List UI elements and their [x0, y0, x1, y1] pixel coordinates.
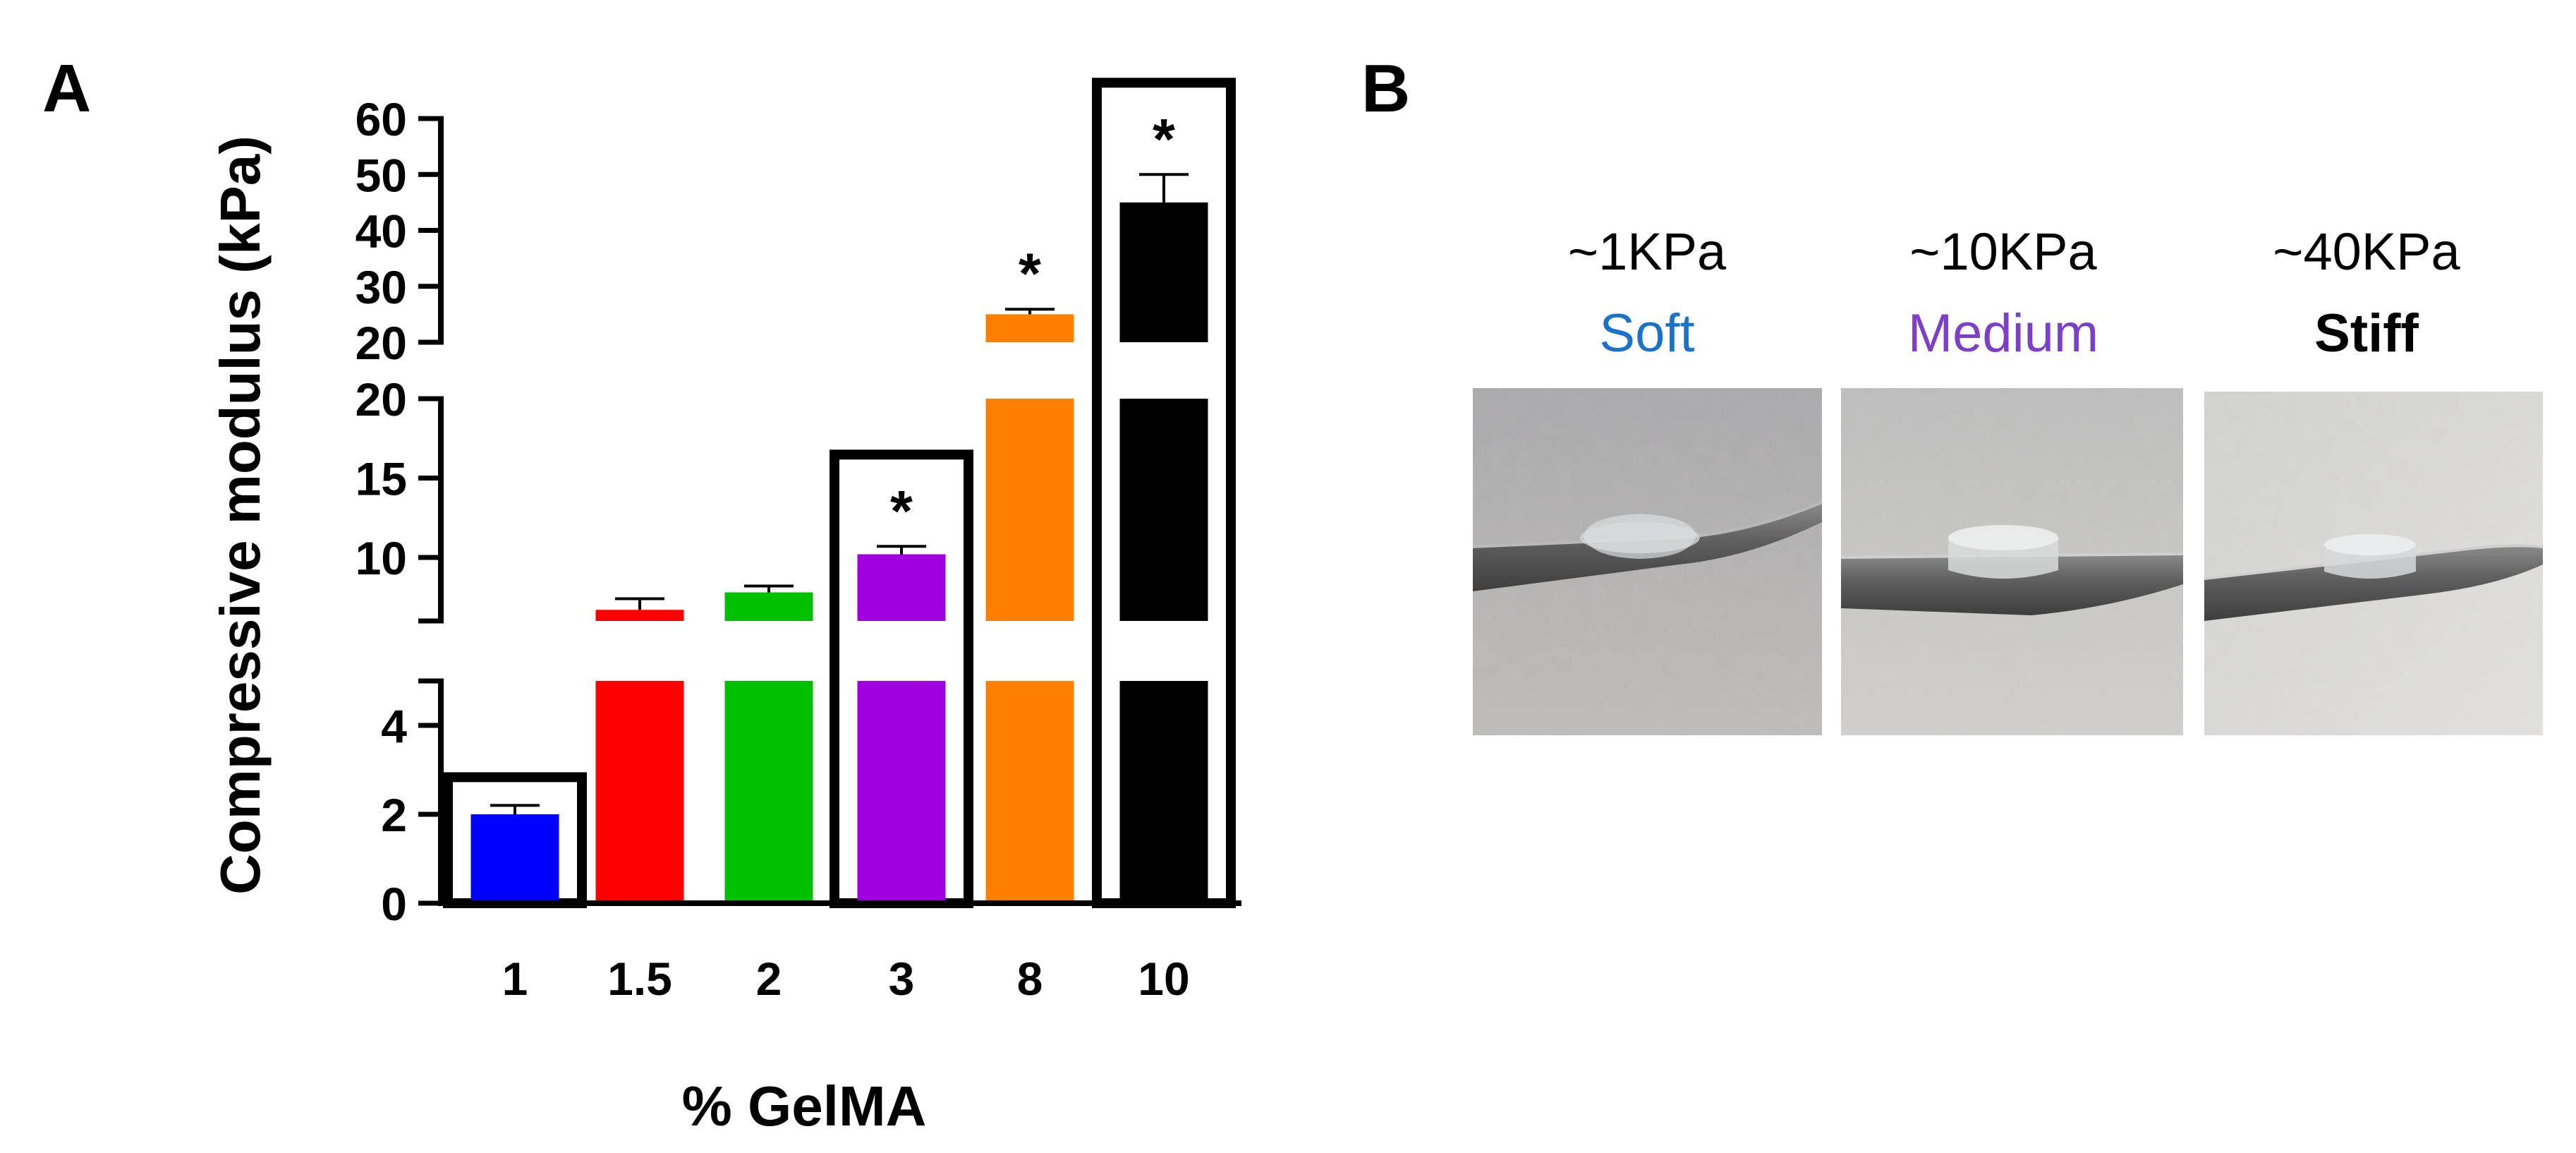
bar-10 [1119, 681, 1208, 903]
sample-modulus-stiff: ~40KPa [2273, 222, 2460, 281]
bar-8 [985, 314, 1074, 342]
sample-label-soft: Soft [1599, 303, 1694, 363]
y-tick-label: 0 [381, 878, 407, 930]
x-tick-label: 1.5 [607, 953, 672, 1005]
x-tick-label: 8 [1017, 953, 1043, 1005]
x-tick-label: 2 [756, 953, 782, 1005]
bar-chart: Compressive modulus (kPa) % GelMA * * * 0 2… [209, 78, 1241, 1137]
photo-medium-hydrogel [1840, 388, 2184, 735]
bar-8 [985, 399, 1074, 621]
sample-modulus-medium: ~10KPa [1909, 222, 2097, 281]
significance-marker-8: * [1019, 242, 1041, 306]
bar-1 [470, 814, 559, 903]
y-tick-label: 4 [381, 700, 407, 752]
photo-stiff-hydrogel [2204, 392, 2544, 735]
bar-10 [1119, 202, 1208, 342]
bar-1.5 [595, 681, 684, 903]
sample-label-medium: Medium [1908, 303, 2098, 363]
y-axis-label: Compressive modulus (kPa) [209, 135, 272, 895]
panel-label-b: B [1361, 51, 1410, 126]
y-tick-label: 50 [356, 149, 407, 201]
bar-3 [857, 554, 946, 621]
bar-2 [724, 681, 813, 903]
bar-8 [985, 681, 1074, 903]
significance-marker-10: * [1153, 107, 1175, 171]
y-tick-label: 15 [356, 453, 407, 505]
y-tick-label: 60 [356, 93, 407, 145]
x-tick-label: 1 [502, 953, 528, 1005]
sample-label-stiff: Stiff [2314, 303, 2419, 363]
sample-modulus-soft: ~1KPa [1568, 222, 1727, 281]
significance-marker-3: * [890, 479, 913, 543]
bar-3 [857, 681, 946, 903]
y-tick-label: 2 [381, 789, 407, 841]
y-tick-label: 40 [356, 205, 407, 258]
bar-2 [724, 592, 813, 621]
x-axis-label: % GelMA [682, 1075, 927, 1137]
y-tick-label: 20 [356, 317, 407, 369]
x-tick-label: 3 [889, 953, 915, 1005]
bar-10 [1119, 399, 1208, 621]
bar-1.5 [595, 610, 684, 621]
x-tick-label: 10 [1138, 953, 1189, 1005]
photo-soft-hydrogel [1472, 388, 1823, 735]
y-tick-label: 10 [356, 532, 407, 584]
hydrogel-photo-panel: ~1KPa Soft ~10KPa Medium ~40KPa Stiff [1472, 222, 2544, 735]
panel-label-a: A [42, 51, 91, 126]
y-tick-label: 30 [356, 261, 407, 313]
y-tick-label: 20 [356, 373, 407, 425]
